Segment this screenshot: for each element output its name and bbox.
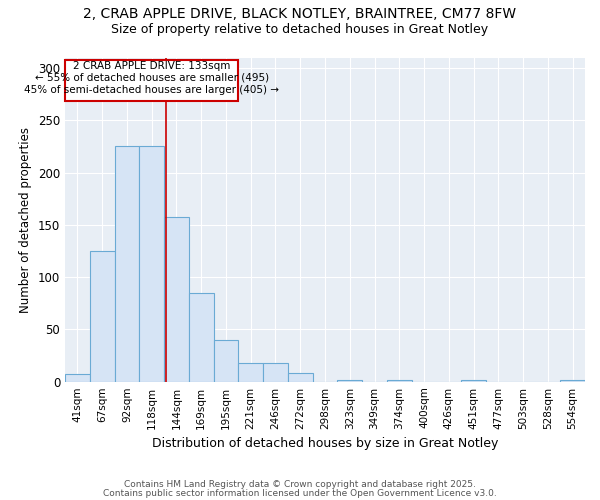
Bar bbox=[560, 380, 585, 382]
Bar bbox=[164, 218, 189, 382]
Text: 2 CRAB APPLE DRIVE: 133sqm: 2 CRAB APPLE DRIVE: 133sqm bbox=[73, 61, 230, 71]
Bar bbox=[115, 146, 139, 382]
Bar bbox=[238, 363, 263, 382]
Text: 45% of semi-detached houses are larger (405) →: 45% of semi-detached houses are larger (… bbox=[24, 85, 279, 95]
Bar bbox=[139, 146, 164, 382]
Bar bbox=[387, 380, 412, 382]
Text: Size of property relative to detached houses in Great Notley: Size of property relative to detached ho… bbox=[112, 22, 488, 36]
FancyBboxPatch shape bbox=[65, 60, 238, 102]
Bar bbox=[90, 251, 115, 382]
X-axis label: Distribution of detached houses by size in Great Notley: Distribution of detached houses by size … bbox=[152, 437, 498, 450]
Bar bbox=[189, 293, 214, 382]
Text: Contains HM Land Registry data © Crown copyright and database right 2025.: Contains HM Land Registry data © Crown c… bbox=[124, 480, 476, 489]
Bar bbox=[65, 374, 90, 382]
Bar bbox=[461, 380, 486, 382]
Y-axis label: Number of detached properties: Number of detached properties bbox=[19, 126, 32, 312]
Bar bbox=[214, 340, 238, 382]
Text: ← 55% of detached houses are smaller (495): ← 55% of detached houses are smaller (49… bbox=[35, 72, 269, 83]
Text: Contains public sector information licensed under the Open Government Licence v3: Contains public sector information licen… bbox=[103, 488, 497, 498]
Bar bbox=[288, 374, 313, 382]
Text: 2, CRAB APPLE DRIVE, BLACK NOTLEY, BRAINTREE, CM77 8FW: 2, CRAB APPLE DRIVE, BLACK NOTLEY, BRAIN… bbox=[83, 8, 517, 22]
Bar bbox=[337, 380, 362, 382]
Bar bbox=[263, 363, 288, 382]
